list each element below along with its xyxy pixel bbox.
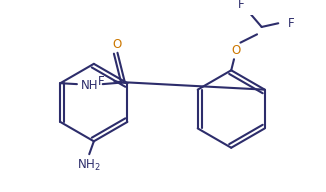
Text: O: O [231,44,241,56]
Text: NH: NH [81,79,98,92]
Text: F: F [288,17,294,30]
Text: NH$_2$: NH$_2$ [77,158,101,173]
Text: F: F [238,0,245,11]
Text: F: F [98,75,105,88]
Text: O: O [113,38,122,51]
